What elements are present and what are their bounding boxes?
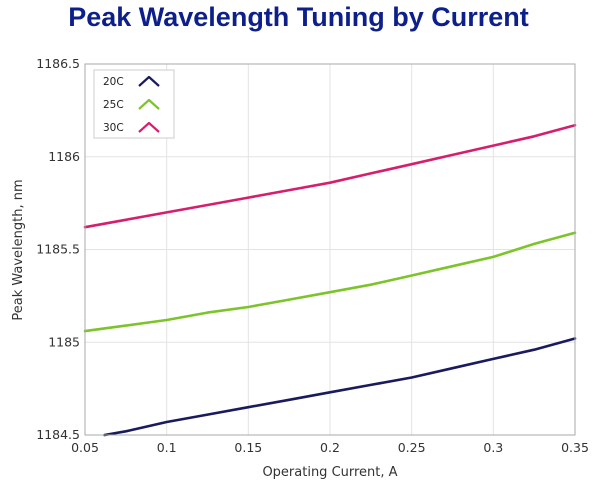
x-tick-label: 0.15 [234, 440, 262, 455]
x-tick-label: 0.25 [398, 440, 426, 455]
y-axis-label: Peak Wavelength, nm [11, 179, 26, 320]
chart-title: Peak Wavelength Tuning by Current [68, 2, 529, 32]
x-axis-label: Operating Current, A [262, 465, 397, 480]
legend-swatch [138, 75, 160, 87]
x-tick-label: 0.35 [561, 440, 589, 455]
y-tick-label: 1184.5 [36, 427, 80, 442]
legend-box [93, 69, 175, 139]
legend-swatch [138, 98, 160, 110]
series-line-20c [103, 337, 577, 437]
x-tick-label: 0.2 [320, 440, 340, 455]
y-tick-label: 1186 [48, 149, 80, 164]
y-tick-label: 1186.5 [36, 56, 80, 71]
x-tick-label: 0.1 [157, 440, 177, 455]
x-tick-label: 0.3 [483, 440, 503, 455]
y-tick-label: 1185.5 [36, 242, 80, 257]
legend-label: 30C [103, 122, 124, 134]
plot-border [84, 63, 576, 436]
legend-label: 20C [103, 76, 124, 88]
legend-swatch [138, 121, 160, 133]
series-lines [83, 123, 577, 437]
series-line-25c [83, 231, 577, 333]
x-tick-label: 0.05 [71, 440, 99, 455]
tick-labels: 0.05 0.1 0.15 0.2 0.25 0.3 0.35 1184.5 1185 1185.… [36, 56, 589, 455]
legend-label: 25C [103, 99, 124, 111]
series-line-30c [83, 123, 577, 229]
legend: 20C 25C 30C [93, 69, 175, 139]
y-tick-label: 1185 [48, 334, 80, 349]
